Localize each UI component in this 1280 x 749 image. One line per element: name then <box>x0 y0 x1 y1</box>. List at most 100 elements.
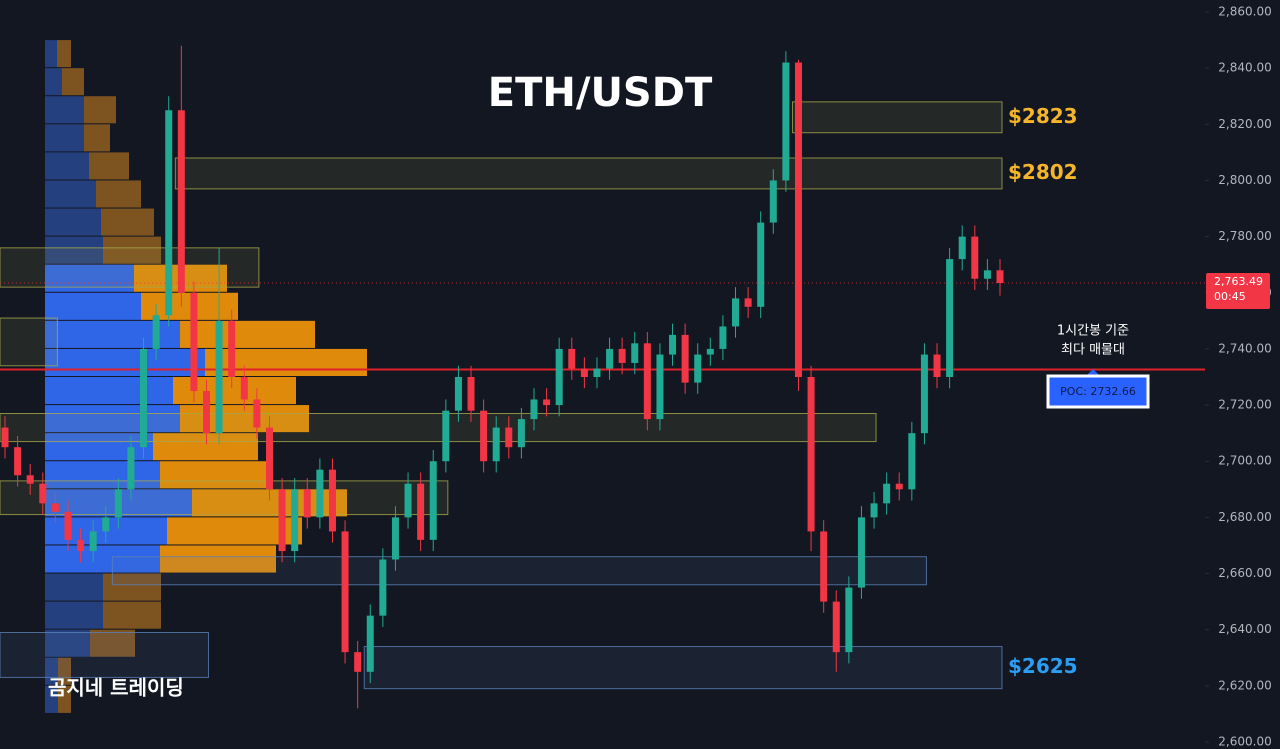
candle-body <box>920 354 928 434</box>
candle-body <box>857 517 865 588</box>
candle-body <box>606 348 614 369</box>
profile-buy <box>45 208 101 236</box>
profile-buy <box>45 629 90 657</box>
poc-box <box>1046 374 1150 409</box>
last-price-label: 2,763.49 <box>1214 275 1263 288</box>
candle-body <box>983 270 991 279</box>
profile-buy <box>45 320 180 348</box>
y-tick-label: 2,640.00 <box>1218 622 1271 636</box>
zone-label: $2802 <box>1008 160 1078 184</box>
candle-body <box>694 354 702 383</box>
candle-body <box>51 503 59 512</box>
profile-sell <box>96 180 141 208</box>
candle-body <box>354 652 362 672</box>
candle-body <box>568 348 576 369</box>
profile-sell <box>103 601 161 629</box>
zone <box>0 247 260 288</box>
candle-body <box>467 377 475 411</box>
candle-body <box>379 559 387 616</box>
y-tick-label: 2,720.00 <box>1218 398 1271 412</box>
candle-body <box>278 489 286 552</box>
chart-title: ETH/USDT <box>488 70 713 116</box>
candle-body <box>228 320 236 377</box>
profile-buy <box>45 685 58 713</box>
candle-body <box>656 354 664 420</box>
y-tick-label: 2,600.00 <box>1218 735 1271 749</box>
profile-sell <box>103 236 161 264</box>
candle-body <box>14 447 22 476</box>
candle-body <box>706 348 714 355</box>
zone-label: $2823 <box>1008 104 1078 128</box>
y-tick-label: 2,680.00 <box>1218 510 1271 524</box>
candle-body <box>152 315 160 349</box>
candle-body <box>643 343 651 420</box>
profile-sell <box>160 461 270 489</box>
candle-body <box>391 517 399 560</box>
y-tick-label: 2,700.00 <box>1218 454 1271 468</box>
candle-body <box>291 489 299 552</box>
profile-sell <box>153 433 258 461</box>
candle-body <box>366 615 374 672</box>
candle-body <box>732 298 740 327</box>
y-tick-label: 2,840.00 <box>1218 61 1271 75</box>
candle-body <box>820 531 828 602</box>
candle-body <box>958 236 966 260</box>
zone <box>0 317 58 367</box>
candle-body <box>328 469 336 532</box>
candle-body <box>429 461 437 540</box>
zone <box>111 556 927 586</box>
profile-sell <box>57 40 71 68</box>
y-tick-label: 2,780.00 <box>1218 229 1271 243</box>
candle-body <box>26 475 34 484</box>
zone <box>0 632 210 678</box>
profile-sell <box>90 629 135 657</box>
profile-sell <box>84 96 116 124</box>
candle-body <box>895 483 903 490</box>
candle-body <box>265 427 273 490</box>
zone <box>174 157 1003 190</box>
profile-buy <box>45 377 173 405</box>
candle-body <box>580 368 588 377</box>
candle-body <box>946 259 954 377</box>
candle-body <box>769 180 777 223</box>
candle-body <box>555 348 563 406</box>
candle-body <box>530 399 538 420</box>
candle-body <box>140 348 148 448</box>
candle-body <box>165 110 173 316</box>
profile-buy <box>45 68 62 96</box>
profile-buy <box>45 601 103 629</box>
candle-body <box>631 343 639 363</box>
profile-sell <box>58 657 71 685</box>
candle-body <box>883 483 891 504</box>
candle-body <box>454 377 462 411</box>
candle-body <box>203 391 211 434</box>
candle-body <box>114 489 122 518</box>
candle-body <box>832 601 840 653</box>
candle-body <box>89 531 97 552</box>
annotation: 1시간봉 기준 <box>1057 324 1129 339</box>
y-tick-label: 2,820.00 <box>1218 117 1271 131</box>
profile-buy <box>45 545 160 573</box>
candle-body <box>215 320 223 434</box>
profile-sell <box>180 320 315 348</box>
candle-body <box>1 427 9 448</box>
poc-pointer <box>1086 369 1100 376</box>
poc-label: POC: 2732.66 <box>1060 385 1136 398</box>
candle-body <box>543 399 551 406</box>
candle-body <box>933 354 941 377</box>
zone <box>791 101 1003 134</box>
profile-buy <box>45 657 58 685</box>
candle-body <box>240 377 248 400</box>
zone-label: $2625 <box>1008 654 1078 678</box>
profile-buy <box>45 96 84 124</box>
candle-body <box>794 62 802 378</box>
profile-buy <box>45 292 141 320</box>
profile-sell <box>58 685 71 713</box>
candle-body <box>404 483 412 518</box>
candle-body <box>505 427 513 448</box>
candle-body <box>480 410 488 462</box>
profile-buy <box>45 348 205 376</box>
zone <box>363 646 1003 690</box>
candle-body <box>719 326 727 349</box>
